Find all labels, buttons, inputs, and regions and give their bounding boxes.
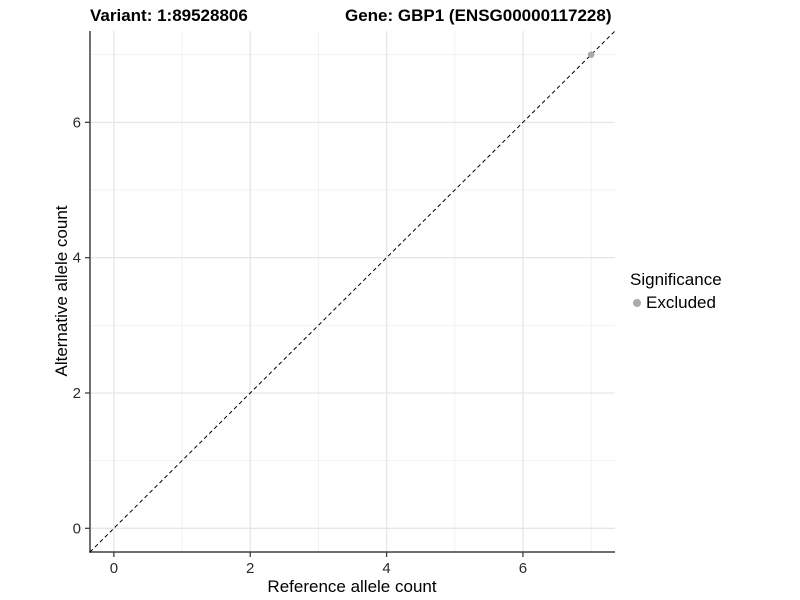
y-axis-title: Alternative allele count bbox=[52, 205, 71, 377]
legend: Significance Excluded bbox=[630, 270, 722, 313]
x-tick-label: 6 bbox=[519, 560, 527, 577]
legend-item-excluded: Excluded bbox=[630, 293, 722, 313]
y-tick-label: 6 bbox=[73, 114, 81, 131]
y-tick-label: 0 bbox=[73, 520, 81, 537]
x-tick-label: 2 bbox=[246, 560, 254, 577]
gene-title: Gene: GBP1 (ENSG00000117228) bbox=[345, 6, 612, 25]
x-axis-title: Reference allele count bbox=[267, 577, 437, 596]
y-tick-label: 4 bbox=[73, 250, 81, 267]
variant-title: Variant: 1:89528806 bbox=[90, 6, 248, 25]
legend-title: Significance bbox=[630, 270, 722, 289]
excluded-point-icon bbox=[633, 299, 641, 307]
legend-item-label: Excluded bbox=[646, 293, 716, 312]
x-tick-label: 4 bbox=[382, 560, 390, 577]
data-point bbox=[587, 51, 595, 58]
x-tick-label: 0 bbox=[110, 560, 118, 577]
y-tick-label: 2 bbox=[73, 385, 81, 402]
identity-line bbox=[89, 30, 616, 553]
